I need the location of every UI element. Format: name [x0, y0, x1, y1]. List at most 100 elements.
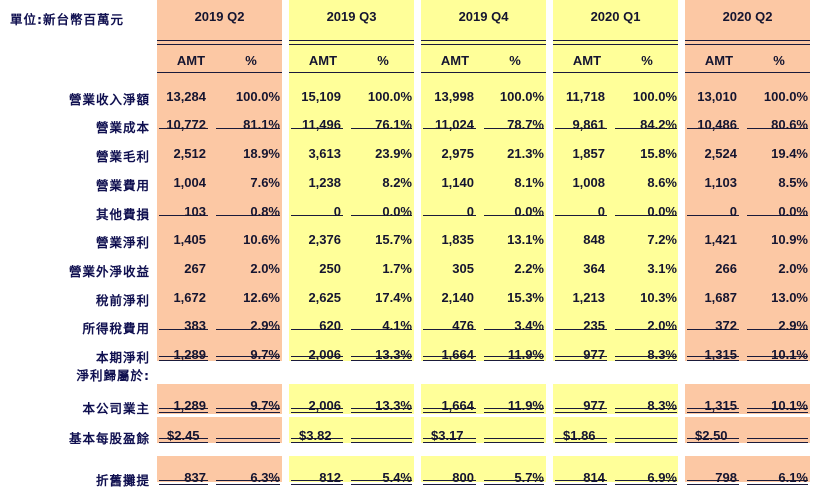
amount-cell: 1,687	[704, 290, 737, 305]
percent-cell: 9.7%	[250, 347, 280, 362]
total-double-line	[484, 480, 544, 485]
amount-cell: 1,421	[704, 232, 737, 247]
subtotal-line	[159, 128, 208, 129]
amount-cell: 800	[452, 470, 474, 485]
amount-cell: 10,772	[166, 117, 206, 132]
amount-cell: 0	[597, 204, 605, 219]
header-line	[157, 72, 282, 73]
pct-header: %	[245, 53, 257, 68]
amount-cell: 383	[184, 318, 206, 333]
amount-cell: 620	[319, 318, 341, 333]
percent-cell: 15.3%	[507, 290, 544, 305]
percent-cell: 13.3%	[375, 347, 412, 362]
pct-header: %	[773, 53, 785, 68]
percent-cell: 100.0%	[499, 89, 544, 104]
percent-cell: 0.0%	[382, 204, 412, 219]
amount-cell: 372	[715, 318, 737, 333]
total-double-line	[555, 438, 607, 443]
subtotal-line	[216, 329, 280, 330]
subtotal-line	[423, 128, 476, 129]
percent-cell: 10.9%	[771, 232, 808, 247]
quarter-header: 2020 Q2	[722, 9, 773, 24]
attribution-header: 淨利歸屬於:	[76, 368, 150, 383]
row-label: 本公司業主	[82, 401, 150, 416]
amount-cell: 837	[184, 470, 206, 485]
total-double-line	[484, 408, 544, 413]
row-label: 營業費用	[95, 178, 150, 193]
total-double-line	[615, 356, 677, 361]
subtotal-line	[423, 329, 476, 330]
amt-header: AMT	[176, 53, 206, 68]
percent-cell: 8.3%	[647, 347, 677, 362]
percent-cell: 100.0%	[367, 89, 412, 104]
amount-cell: 0	[333, 204, 341, 219]
amount-cell: 1,289	[173, 398, 206, 413]
amount-cell: 1,405	[173, 232, 206, 247]
subtotal-line	[159, 329, 208, 330]
amount-cell: $2.45	[167, 428, 200, 443]
column-fill	[421, 456, 546, 482]
amount-cell: 11,718	[565, 89, 605, 104]
subtotal-line	[687, 215, 739, 216]
percent-cell: 8.6%	[647, 175, 677, 190]
subtotal-line	[615, 329, 677, 330]
quarter-header: 2019 Q2	[194, 9, 245, 24]
amount-cell: $3.17	[431, 428, 464, 443]
amount-cell: 1,857	[572, 146, 605, 161]
pct-header: %	[641, 53, 653, 68]
subtotal-line	[747, 128, 808, 129]
total-double-line	[423, 438, 476, 443]
total-double-line	[423, 408, 476, 413]
percent-cell: 3.4%	[514, 318, 544, 333]
row-label: 營業毛利	[95, 149, 150, 164]
subtotal-line	[351, 215, 412, 216]
row-label: 營業淨利	[95, 235, 150, 250]
amount-cell: 2,524	[704, 146, 737, 161]
quarter-header: 2020 Q1	[590, 9, 641, 24]
amt-header: AMT	[704, 53, 734, 68]
subtotal-line	[687, 128, 739, 129]
percent-cell: 9.7%	[250, 398, 280, 413]
percent-cell: 2.0%	[250, 261, 280, 276]
percent-cell: 7.6%	[250, 175, 280, 190]
percent-cell: 2.9%	[250, 318, 280, 333]
percent-cell: 17.4%	[375, 290, 412, 305]
amount-cell: 9,861	[572, 117, 605, 132]
column-fill	[421, 384, 546, 414]
total-double-line	[351, 356, 412, 361]
amount-cell: 2,625	[308, 290, 341, 305]
amount-cell: 10,486	[697, 117, 737, 132]
column-fill	[685, 456, 810, 482]
amount-cell: 476	[452, 318, 474, 333]
percent-cell: 0.0%	[647, 204, 677, 219]
total-double-line	[291, 408, 343, 413]
amount-cell: 1,672	[173, 290, 206, 305]
amount-cell: 1,289	[173, 347, 206, 362]
pct-header: %	[509, 53, 521, 68]
percent-cell: 19.4%	[771, 146, 808, 161]
total-double-line	[216, 438, 280, 443]
total-double-line	[291, 480, 343, 485]
percent-cell: 84.2%	[640, 117, 677, 132]
amount-cell: 13,998	[434, 89, 474, 104]
row-label: 營業成本	[95, 120, 150, 135]
percent-cell: 2.0%	[647, 318, 677, 333]
percent-cell: 0.0%	[514, 204, 544, 219]
subtotal-line	[484, 329, 544, 330]
header-double-line	[289, 40, 414, 45]
amount-cell: 1,315	[704, 398, 737, 413]
amount-cell: 2,006	[308, 398, 341, 413]
row-label: 所得稅費用	[82, 321, 150, 336]
amt-header: AMT	[572, 53, 602, 68]
percent-cell: 0.0%	[778, 204, 808, 219]
percent-cell: 78.7%	[507, 117, 544, 132]
total-double-line	[351, 480, 412, 485]
percent-cell: 13.0%	[771, 290, 808, 305]
total-double-line	[747, 480, 808, 485]
percent-cell: 8.3%	[647, 398, 677, 413]
amount-cell: 1,004	[173, 175, 206, 190]
percent-cell: 6.1%	[778, 470, 808, 485]
amount-cell: 2,512	[173, 146, 206, 161]
total-double-line	[159, 408, 208, 413]
subtotal-line	[351, 329, 412, 330]
